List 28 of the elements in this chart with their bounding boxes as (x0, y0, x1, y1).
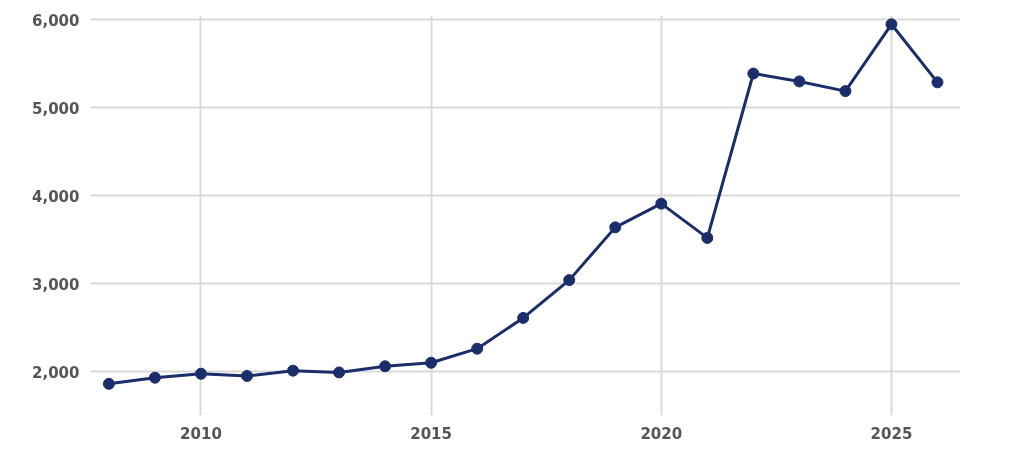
x-tick-label: 2010 (180, 424, 222, 443)
point (931, 76, 944, 89)
y-tick-label: 6,000 (32, 11, 80, 30)
point (102, 377, 115, 390)
point (563, 274, 576, 287)
point (885, 18, 898, 31)
point (793, 75, 806, 88)
point (333, 366, 346, 379)
point (379, 360, 392, 373)
point (839, 85, 852, 98)
point (148, 371, 161, 384)
point (241, 369, 254, 382)
point (609, 221, 622, 234)
point (287, 364, 300, 377)
x-tick-label: 2020 (640, 424, 683, 443)
y-tick-label: 5,000 (32, 99, 80, 118)
x-tick-label: 2025 (870, 424, 913, 443)
point (701, 231, 714, 244)
point (517, 311, 530, 324)
y-tick-label: 2,000 (32, 363, 80, 382)
point (425, 356, 438, 369)
point (747, 67, 760, 80)
point (655, 197, 668, 210)
y-tick-label: 4,000 (32, 187, 80, 206)
y-tick-label: 3,000 (32, 275, 80, 294)
x-tick-label: 2015 (410, 424, 453, 443)
point (471, 342, 484, 355)
point (194, 367, 207, 380)
